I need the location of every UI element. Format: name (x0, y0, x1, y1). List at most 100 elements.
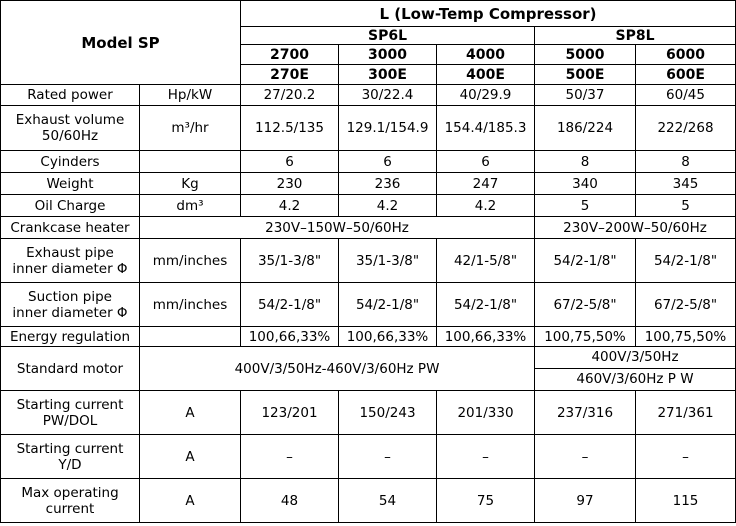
cell-value: 112.5/135 (240, 105, 339, 151)
row-unit: mm/inches (139, 238, 241, 283)
cell-value: 345 (635, 172, 736, 195)
row-label-line: Exhaust volume (15, 112, 125, 128)
model-code: 3000 (338, 44, 437, 65)
model-code: 5000 (534, 44, 636, 65)
cell-value: 201/330 (436, 390, 535, 435)
row-unit: mm/inches (139, 282, 241, 327)
cell-value: 230 (240, 172, 339, 195)
row-rated-power: Rated power Hp/kW 27/20.2 30/22.4 40/29.… (0, 84, 736, 106)
cell-value: 115 (635, 478, 736, 523)
cell-value: 100,66,33% (436, 326, 535, 347)
model-label: Model SP (0, 0, 241, 85)
cell-value: 40/29.9 (436, 84, 535, 106)
model-variant: 600E (635, 64, 736, 85)
row-label-line: Exhaust pipe (26, 244, 114, 261)
row-exhaust-volume: Exhaust volume 50/60Hz m³/hr 112.5/135 1… (0, 105, 736, 151)
row-label-line: inner diameter Φ (12, 304, 128, 321)
cell-value: – (534, 434, 636, 479)
cell-value: 4.2 (338, 194, 437, 217)
cell-value-sp6l: 400V/3/50Hz-460V/3/60Hz PW (139, 346, 535, 391)
row-label: Standard motor (0, 346, 140, 391)
row-unit: A (139, 478, 241, 523)
row-label: Exhaust pipe inner diameter Φ (0, 238, 140, 283)
cell-value: 54/2-1/8" (338, 282, 437, 327)
row-label-line: current (45, 500, 95, 517)
row-label: Starting current PW/DOL (0, 390, 140, 435)
cell-value-sp6l: 230V–150W–50/60Hz (139, 216, 535, 239)
cell-value: 35/1-3/8" (338, 238, 437, 283)
row-unit: Kg (139, 172, 241, 195)
cell-value: 6 (436, 150, 535, 173)
row-starting-current-yd: Starting current Y/D A – – – – – (0, 434, 736, 479)
cell-value: 54/2-1/8" (635, 238, 736, 283)
row-label: Starting current Y/D (0, 434, 140, 479)
model-variant: 300E (338, 64, 437, 85)
cell-value: 75 (436, 478, 535, 523)
row-max-operating-current: Max operating current A 48 54 75 97 115 (0, 478, 736, 523)
row-label-line: Starting current (16, 396, 124, 413)
motor-line-60hz: 460V/3/60Hz P W (576, 371, 694, 387)
row-standard-motor: Standard motor 400V/3/50Hz-460V/3/60Hz P… (0, 346, 736, 391)
cell-value: 30/22.4 (338, 84, 437, 106)
cell-value: 236 (338, 172, 437, 195)
model-code: 4000 (436, 44, 535, 65)
row-label: Cyinders (0, 150, 140, 173)
cell-value: 4.2 (436, 194, 535, 217)
model-variant: 270E (240, 64, 339, 85)
cell-value: – (338, 434, 437, 479)
cell-value: 100,75,50% (534, 326, 636, 347)
cell-value: 340 (534, 172, 636, 195)
row-label-line: Starting current (16, 440, 124, 457)
row-unit (139, 150, 241, 173)
table-title: L (Low-Temp Compressor) (240, 0, 736, 27)
cell-value: 247 (436, 172, 535, 195)
cell-value: 6 (240, 150, 339, 173)
row-label-line: Suction pipe (28, 288, 112, 305)
cell-value: 271/361 (635, 390, 736, 435)
cell-value: 67/2-5/8" (534, 282, 636, 327)
cell-value: 60/45 (635, 84, 736, 106)
group-sp8l: SP8L (534, 26, 736, 45)
model-variant: 500E (534, 64, 636, 85)
row-label: Max operating current (0, 478, 140, 523)
row-label: Exhaust volume 50/60Hz (0, 105, 140, 151)
cell-value-sp8l: 400V/3/50Hz 460V/3/60Hz P W (534, 346, 736, 391)
row-label-line: inner diameter Φ (12, 260, 128, 277)
model-code: 6000 (635, 44, 736, 65)
cell-value: – (635, 434, 736, 479)
row-label: Rated power (0, 84, 140, 106)
cell-value: 129.1/154.9 (338, 105, 437, 151)
row-exhaust-pipe: Exhaust pipe inner diameter Φ mm/inches … (0, 238, 736, 283)
cell-value: 5 (534, 194, 636, 217)
motor-line-50hz: 400V/3/50Hz (535, 348, 735, 369)
row-unit: A (139, 434, 241, 479)
cell-value: 186/224 (534, 105, 636, 151)
model-variant: 400E (436, 64, 535, 85)
cell-value: 100,66,33% (240, 326, 339, 347)
row-label: Oil Charge (0, 194, 140, 217)
cell-value: 97 (534, 478, 636, 523)
row-starting-current-pw: Starting current PW/DOL A 123/201 150/24… (0, 390, 736, 435)
model-code: 2700 (240, 44, 339, 65)
cell-value: 123/201 (240, 390, 339, 435)
cell-value: 237/316 (534, 390, 636, 435)
cell-value: – (436, 434, 535, 479)
cell-value: 48 (240, 478, 339, 523)
row-suction-pipe: Suction pipe inner diameter Φ mm/inches … (0, 282, 736, 327)
row-label-line: PW/DOL (42, 412, 98, 429)
cell-value: 50/37 (534, 84, 636, 106)
row-label-line: 50/60Hz (41, 128, 99, 144)
cell-value: 54/2-1/8" (240, 282, 339, 327)
row-label: Energy regulation (0, 326, 140, 347)
row-label: Crankcase heater (0, 216, 140, 239)
cell-value: 100,75,50% (635, 326, 736, 347)
row-cylinders: Cyinders 6 6 6 8 8 (0, 150, 736, 173)
cell-value: 5 (635, 194, 736, 217)
cell-value: 154.4/185.3 (436, 105, 535, 151)
row-unit: m³/hr (139, 105, 241, 151)
cell-value: 54 (338, 478, 437, 523)
row-label: Weight (0, 172, 140, 195)
row-crankcase-heater: Crankcase heater 230V–150W–50/60Hz 230V–… (0, 216, 736, 239)
row-unit: dm³ (139, 194, 241, 217)
